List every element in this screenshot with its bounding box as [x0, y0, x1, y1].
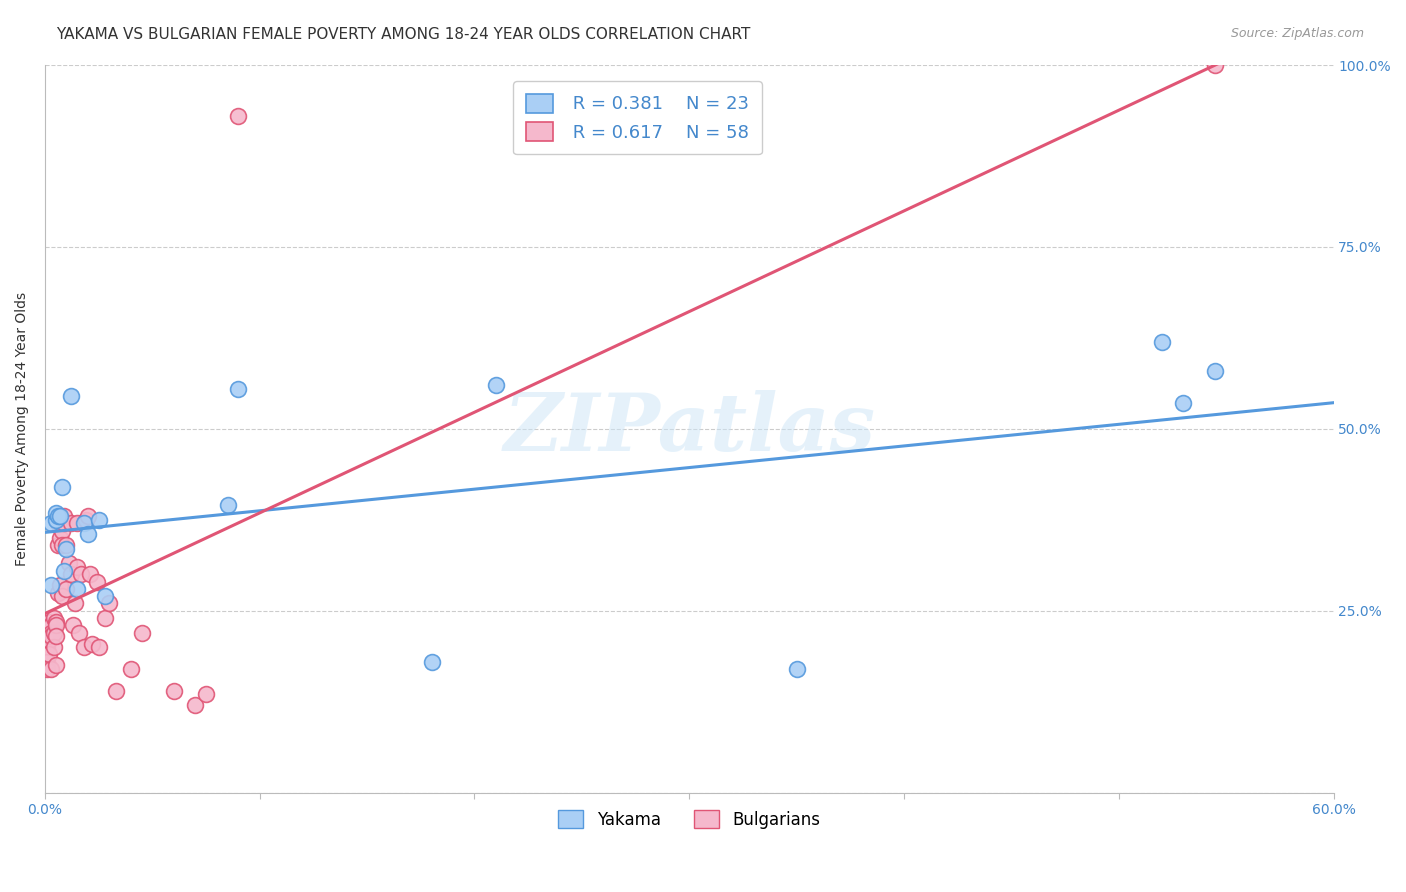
Point — [37, 662, 59, 676]
Point — [77, 509, 100, 524]
Point — [49, 509, 72, 524]
Point — [49, 516, 72, 531]
Point — [63, 597, 86, 611]
Point — [87, 640, 110, 654]
Point — [51, 524, 73, 538]
Point — [46, 509, 69, 524]
Point — [41, 662, 63, 676]
Point — [62, 618, 84, 632]
Point — [37, 625, 59, 640]
Point — [49, 578, 72, 592]
Point — [195, 688, 218, 702]
Point — [485, 378, 508, 392]
Point — [49, 531, 72, 545]
Point — [46, 516, 69, 531]
Point — [41, 625, 63, 640]
Point — [42, 625, 65, 640]
Point — [45, 618, 67, 632]
Point — [184, 698, 207, 713]
Point — [77, 527, 100, 541]
Point — [45, 506, 67, 520]
Point — [53, 516, 76, 531]
Point — [1150, 334, 1173, 349]
Point — [66, 516, 89, 531]
Point — [46, 538, 69, 552]
Point — [226, 109, 249, 123]
Point — [38, 632, 60, 647]
Point — [1204, 58, 1226, 72]
Point — [70, 567, 93, 582]
Point — [66, 560, 89, 574]
Point — [131, 625, 153, 640]
Text: ZIPatlas: ZIPatlas — [503, 390, 876, 467]
Point — [58, 557, 80, 571]
Point — [66, 582, 89, 596]
Point — [72, 640, 94, 654]
Point — [51, 480, 73, 494]
Text: YAKAMA VS BULGARIAN FEMALE POVERTY AMONG 18-24 YEAR OLDS CORRELATION CHART: YAKAMA VS BULGARIAN FEMALE POVERTY AMONG… — [56, 27, 751, 42]
Point — [59, 567, 82, 582]
Point — [37, 640, 59, 654]
Point — [79, 567, 101, 582]
Point — [75, 513, 97, 527]
Point — [45, 658, 67, 673]
Point — [120, 662, 142, 676]
Point — [104, 683, 127, 698]
Point — [45, 615, 67, 629]
Point — [87, 513, 110, 527]
Point — [53, 509, 76, 524]
Point — [1204, 364, 1226, 378]
Point — [41, 516, 63, 531]
Point — [1173, 396, 1195, 410]
Point — [86, 574, 108, 589]
Point — [217, 498, 239, 512]
Point — [163, 683, 186, 698]
Point — [41, 578, 63, 592]
Point — [42, 640, 65, 654]
Point — [82, 636, 104, 650]
Point — [51, 538, 73, 552]
Point — [98, 597, 121, 611]
Point — [226, 382, 249, 396]
Point — [51, 589, 73, 603]
Point — [59, 516, 82, 531]
Point — [41, 629, 63, 643]
Point — [786, 662, 808, 676]
Point — [72, 516, 94, 531]
Point — [94, 611, 117, 625]
Point — [46, 585, 69, 599]
Point — [42, 611, 65, 625]
Point — [38, 629, 60, 643]
Point — [41, 618, 63, 632]
Point — [94, 589, 117, 603]
Point — [55, 538, 77, 552]
Point — [420, 655, 443, 669]
Point — [55, 582, 77, 596]
Point — [45, 629, 67, 643]
Point — [53, 564, 76, 578]
Y-axis label: Female Poverty Among 18-24 Year Olds: Female Poverty Among 18-24 Year Olds — [15, 292, 30, 566]
Point — [59, 389, 82, 403]
Point — [38, 615, 60, 629]
Point — [67, 625, 90, 640]
Point — [55, 541, 77, 556]
Point — [45, 513, 67, 527]
Legend: Yakama, Bulgarians: Yakama, Bulgarians — [551, 804, 827, 835]
Point — [37, 655, 59, 669]
Text: Source: ZipAtlas.com: Source: ZipAtlas.com — [1230, 27, 1364, 40]
Point — [38, 648, 60, 662]
